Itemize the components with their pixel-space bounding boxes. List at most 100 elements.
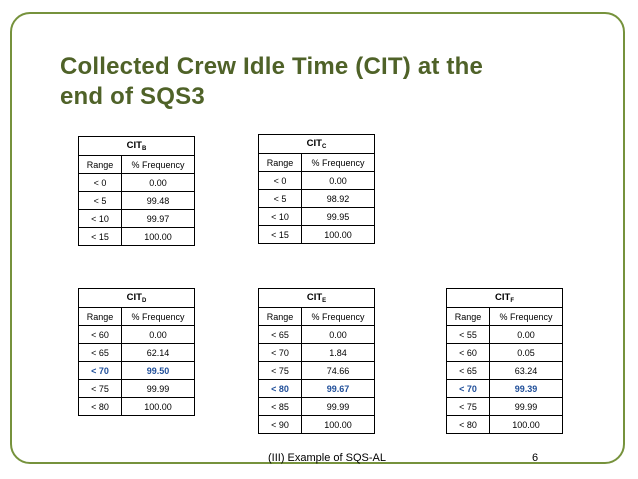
- table-heading: CITF: [445, 288, 564, 308]
- range-cell: < 0: [78, 173, 122, 192]
- range-cell: < 80: [78, 397, 122, 416]
- table-row: < 0 0.00: [258, 171, 375, 190]
- table-heading: CITC: [258, 134, 375, 154]
- range-cell: < 65: [78, 343, 122, 362]
- column-header-range: Range: [78, 307, 122, 326]
- title-line-2: end of SQS3: [60, 83, 205, 110]
- range-cell: < 75: [446, 397, 490, 416]
- table-row: < 80 100.00: [78, 397, 195, 416]
- page-number: 6: [532, 452, 539, 464]
- frequency-cell: 100.00: [301, 225, 375, 244]
- frequency-cell: 99.99: [488, 397, 564, 416]
- table-row-highlighted: < 80 99.67: [258, 379, 376, 398]
- range-cell: < 60: [446, 343, 490, 362]
- range-cell: < 10: [258, 207, 302, 226]
- range-cell: < 75: [78, 379, 122, 398]
- frequency-cell: 62.14: [121, 343, 195, 362]
- table-row: < 70 1.84: [258, 343, 376, 362]
- column-header-range: Range: [258, 153, 302, 172]
- range-cell: < 80: [446, 415, 490, 434]
- frequency-cell: 98.92: [301, 189, 375, 208]
- frequency-cell: 99.99: [121, 379, 195, 398]
- table-heading: CITB: [78, 136, 195, 156]
- slide-frame: [10, 12, 625, 464]
- frequency-cell: 74.66: [300, 361, 376, 380]
- range-cell: < 65: [446, 361, 490, 380]
- table-row: < 60 0.05: [446, 343, 564, 362]
- table-heading: CITD: [78, 288, 195, 308]
- column-header-range: Range: [258, 307, 302, 326]
- cit-b-table: CITB Range % Frequency < 0 0.00 < 5 99.48 …: [78, 136, 195, 246]
- range-cell: < 85: [258, 397, 302, 416]
- frequency-cell: 99.67: [300, 379, 376, 398]
- table-row-highlighted: < 70 99.50: [78, 361, 195, 380]
- table-row: < 65 63.24: [446, 361, 564, 380]
- table-row: < 80 100.00: [446, 415, 564, 434]
- table-row: < 5 98.92: [258, 189, 375, 208]
- cit-c-table: CITC Range % Frequency < 0 0.00 < 5 98.92 …: [258, 134, 375, 244]
- table-row: < 90 100.00: [258, 415, 376, 434]
- frequency-cell: 63.24: [488, 361, 564, 380]
- table-row: < 75 99.99: [78, 379, 195, 398]
- table-row: < 10 99.97: [78, 209, 195, 228]
- frequency-cell: 100.00: [488, 415, 564, 434]
- table-row: < 85 99.99: [258, 397, 376, 416]
- range-cell: < 55: [446, 325, 490, 344]
- table-row: < 15 100.00: [258, 225, 375, 244]
- range-cell: < 90: [258, 415, 302, 434]
- table-row: < 55 0.00: [446, 325, 564, 344]
- frequency-cell: 0.00: [121, 325, 195, 344]
- slide-title: Collected Crew Idle Time (CIT) at the en…: [60, 52, 600, 112]
- range-cell: < 80: [258, 379, 302, 398]
- table-row: < 0 0.00: [78, 173, 195, 192]
- range-cell: < 5: [258, 189, 302, 208]
- footer-text: (III) Example of SQS-AL: [268, 452, 386, 464]
- column-header-frequency: % Frequency: [121, 155, 195, 174]
- frequency-cell: 99.39: [488, 379, 564, 398]
- frequency-cell: 99.97: [121, 209, 195, 228]
- table-row: < 10 99.95: [258, 207, 375, 226]
- frequency-cell: 100.00: [121, 227, 195, 246]
- table-row: < 75 74.66: [258, 361, 376, 380]
- frequency-cell: 0.00: [121, 173, 195, 192]
- frequency-cell: 0.00: [300, 325, 376, 344]
- frequency-cell: 99.48: [121, 191, 195, 210]
- table-row: < 60 0.00: [78, 325, 195, 344]
- range-cell: < 0: [258, 171, 302, 190]
- table-row-highlighted: < 70 99.39: [446, 379, 564, 398]
- title-line-1: Collected Crew Idle Time (CIT) at the: [60, 53, 484, 80]
- column-header-frequency: % Frequency: [488, 307, 564, 326]
- range-cell: < 70: [78, 361, 122, 380]
- frequency-cell: 99.99: [300, 397, 376, 416]
- frequency-cell: 0.05: [488, 343, 564, 362]
- range-cell: < 5: [78, 191, 122, 210]
- column-header-frequency: % Frequency: [301, 153, 375, 172]
- range-cell: < 60: [78, 325, 122, 344]
- cit-f-table: CITF Range % Frequency < 55 0.00 < 60 0.05…: [445, 288, 564, 434]
- table-row: < 65 62.14: [78, 343, 195, 362]
- frequency-cell: 0.00: [301, 171, 375, 190]
- range-cell: < 75: [258, 361, 302, 380]
- range-cell: < 65: [258, 325, 302, 344]
- frequency-cell: 1.84: [300, 343, 376, 362]
- table-row: < 75 99.99: [446, 397, 564, 416]
- frequency-cell: 0.00: [488, 325, 564, 344]
- cit-e-table: CITE Range % Frequency < 65 0.00 < 70 1.84…: [257, 288, 376, 434]
- column-header-range: Range: [446, 307, 490, 326]
- range-cell: < 15: [78, 227, 122, 246]
- column-header-range: Range: [78, 155, 122, 174]
- range-cell: < 15: [258, 225, 302, 244]
- table-row: < 15 100.00: [78, 227, 195, 246]
- table-row: < 65 0.00: [258, 325, 376, 344]
- frequency-cell: 99.95: [301, 207, 375, 226]
- frequency-cell: 100.00: [300, 415, 376, 434]
- range-cell: < 70: [446, 379, 490, 398]
- cit-d-table: CITD Range % Frequency < 60 0.00 < 65 62.1…: [78, 288, 195, 416]
- range-cell: < 70: [258, 343, 302, 362]
- column-header-frequency: % Frequency: [121, 307, 195, 326]
- frequency-cell: 100.00: [121, 397, 195, 416]
- column-header-frequency: % Frequency: [300, 307, 376, 326]
- range-cell: < 10: [78, 209, 122, 228]
- frequency-cell: 99.50: [121, 361, 195, 380]
- table-heading: CITE: [257, 288, 376, 308]
